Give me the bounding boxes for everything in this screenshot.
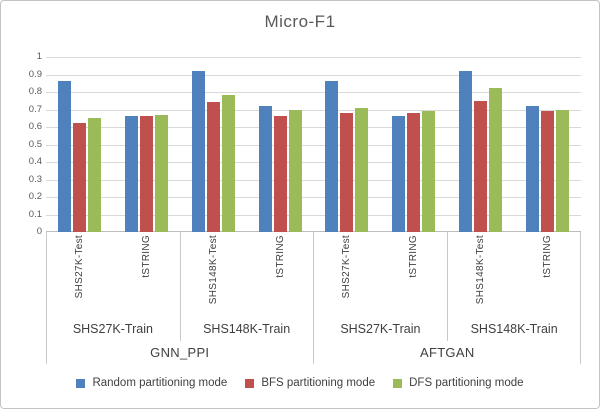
legend-label: DFS partitioning mode	[409, 377, 524, 389]
legend-label: BFS partitioning mode	[261, 377, 376, 389]
bar-bfs-group5	[340, 113, 353, 232]
legend-item-random: Random partitioning mode	[76, 377, 227, 389]
category-label: SHS27K-Test	[73, 235, 85, 299]
bar-dfs-group8	[556, 110, 569, 232]
gridline	[46, 162, 581, 163]
category-label: tSTRING	[542, 235, 554, 278]
gridline	[46, 127, 581, 128]
bar-bfs-group1	[73, 123, 86, 232]
bar-dfs-group6	[422, 111, 435, 232]
train-group-label: SHS27K-Train	[72, 321, 153, 336]
gridline	[46, 75, 581, 76]
bar-dfs-group4	[289, 110, 302, 232]
bar-random-group5	[325, 81, 338, 232]
category-cell: SHS148K-Test	[447, 235, 514, 316]
train-group-label: SHS148K-Train	[203, 321, 291, 336]
category-label: tSTRING	[274, 235, 286, 278]
category-divider-line	[46, 232, 47, 364]
bar-bfs-group8	[541, 111, 554, 232]
legend-swatch-bfs-icon	[245, 378, 255, 388]
legend-label: Random partitioning mode	[92, 377, 228, 389]
bar-dfs-group2	[155, 115, 168, 232]
plot-area	[46, 57, 581, 232]
bar-random-group2	[125, 116, 138, 232]
bar-random-group7	[459, 71, 472, 232]
bar-bfs-group2	[140, 116, 153, 232]
y-axis-tick-label: 0	[36, 226, 42, 237]
y-axis-tick-label: 0.6	[28, 121, 42, 132]
bar-dfs-group1	[88, 118, 101, 232]
bar-dfs-group5	[355, 108, 368, 232]
model-group-label: GNN_PPI	[150, 345, 210, 360]
category-cell: SHS148K-Test	[180, 235, 247, 316]
bar-dfs-group3	[222, 95, 235, 232]
category-cell: SHS27K-Test	[46, 235, 113, 316]
bar-random-group1	[58, 81, 71, 232]
bar-bfs-group4	[274, 116, 287, 232]
bar-random-group6	[392, 116, 405, 232]
gridline	[46, 110, 581, 111]
category-label: SHS148K-Test	[207, 235, 219, 305]
category-cell: SHS27K-Test	[314, 235, 381, 316]
legend-swatch-dfs-icon	[393, 378, 403, 388]
category-cell: tSTRING	[514, 235, 581, 316]
y-axis: 1 0.9 0.8 0.7 0.6 0.5 0.4 0.3 0.2 0.1 0	[11, 52, 42, 237]
x-axis-line	[46, 231, 581, 232]
train-group-label: SHS148K-Train	[470, 321, 558, 336]
bar-bfs-group3	[207, 102, 220, 232]
legend-swatch-random-icon	[76, 378, 86, 388]
y-axis-tick-label: 0.7	[28, 104, 42, 115]
train-group-label: SHS27K-Train	[340, 321, 421, 336]
category-label: tSTRING	[140, 235, 152, 278]
category-cell: tSTRING	[380, 235, 447, 316]
bar-dfs-group7	[489, 88, 502, 232]
category-label: SHS27K-Test	[341, 235, 353, 299]
y-axis-tick-label: 0.1	[28, 209, 42, 220]
category-divider-line	[580, 232, 581, 364]
y-axis-tick-label: 0.3	[28, 174, 42, 185]
category-label: tSTRING	[408, 235, 420, 278]
bar-random-group4	[259, 106, 272, 232]
legend-item-bfs: BFS partitioning mode	[245, 377, 375, 389]
bar-bfs-group7	[474, 101, 487, 232]
category-divider-line	[180, 232, 181, 341]
gridline	[46, 145, 581, 146]
legend: Random partitioning mode BFS partitioning…	[1, 374, 599, 392]
chart-title: Micro-F1	[264, 12, 336, 31]
y-axis-tick-label: 0.2	[28, 191, 42, 202]
y-axis-tick-label: 0.5	[28, 139, 42, 150]
category-divider-line	[447, 232, 448, 341]
category-divider-line	[313, 232, 314, 364]
gridline	[46, 197, 581, 198]
category-cell: tSTRING	[113, 235, 180, 316]
gridline	[46, 92, 581, 93]
bar-random-group3	[192, 71, 205, 232]
bar-bfs-group6	[407, 113, 420, 232]
gridline	[46, 215, 581, 216]
category-axis-level2: SHS27K-Train SHS148K-Train SHS27K-Train SHS…	[46, 316, 581, 341]
category-axis-level3: GNN_PPI AFTGAN	[46, 341, 581, 364]
y-axis-tick-label: 0.9	[28, 69, 42, 80]
y-axis-tick-label: 0.8	[28, 86, 42, 97]
y-axis-tick-label: 1	[36, 51, 42, 62]
y-axis-tick-label: 0.4	[28, 156, 42, 167]
model-group-label: AFTGAN	[419, 345, 475, 360]
category-label: SHS148K-Test	[475, 235, 487, 305]
bar-random-group8	[526, 106, 539, 232]
gridline	[46, 180, 581, 181]
category-cell: tSTRING	[247, 235, 314, 316]
legend-item-dfs: DFS partitioning mode	[393, 377, 524, 389]
gridline	[46, 57, 581, 58]
